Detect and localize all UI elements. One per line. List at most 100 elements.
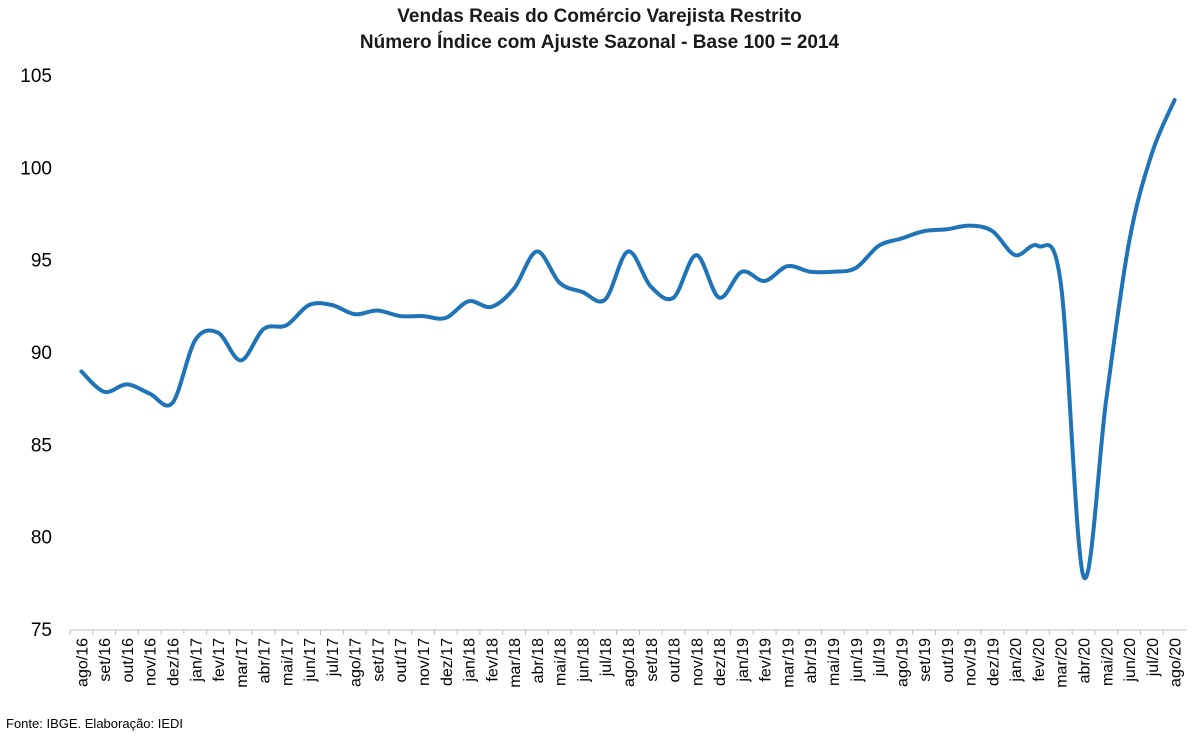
data-point	[649, 285, 653, 289]
x-tick-label: abr/18	[530, 638, 547, 683]
data-point	[785, 264, 789, 268]
y-tick-label: 75	[31, 620, 52, 641]
x-tick-label: fev/18	[484, 638, 501, 682]
data-point	[489, 305, 493, 309]
data-point	[1082, 574, 1086, 578]
x-tick-label: jan/19	[735, 638, 752, 683]
x-tick-label: mai/17	[279, 638, 296, 686]
x-tick-label: jul/19	[872, 638, 889, 677]
x-tick-label: nov/19	[963, 638, 980, 686]
x-tick-label: abr/17	[257, 638, 274, 683]
data-point	[1127, 240, 1131, 244]
y-tick-label: 105	[20, 66, 52, 87]
data-point	[148, 392, 152, 396]
data-point	[170, 401, 174, 405]
data-point	[717, 296, 721, 300]
data-point	[603, 297, 607, 301]
chart-subtitle: Número Índice com Ajuste Sazonal - Base …	[359, 32, 840, 53]
y-tick-label: 95	[31, 251, 52, 272]
x-tick-label: jul/18	[598, 638, 615, 677]
x-tick-label: set/19	[917, 638, 934, 682]
x-tick-label: dez/18	[712, 638, 729, 686]
x-tick-label: out/16	[120, 638, 137, 683]
x-tick-label: fev/17	[211, 638, 228, 682]
x-tick-label: ago/18	[621, 638, 638, 687]
data-point	[398, 314, 402, 318]
data-point	[535, 249, 539, 253]
y-axis-ticks: 75 80 85 90 95 100 105	[20, 66, 52, 641]
data-point	[79, 369, 83, 373]
data-point	[922, 229, 926, 233]
x-tick-label: jun/18	[575, 638, 592, 683]
x-tick-label: set/18	[644, 638, 661, 682]
data-point	[854, 266, 858, 270]
x-tick-label: nov/16	[143, 638, 160, 686]
x-tick-label: mar/20	[1054, 638, 1071, 688]
series-line	[79, 98, 1177, 581]
data-point	[353, 312, 357, 316]
x-tick-label: ago/19	[894, 638, 911, 687]
data-point	[467, 299, 471, 303]
data-point	[193, 338, 197, 342]
x-tick-label: jan/17	[188, 638, 205, 683]
x-tick-label: out/17	[393, 638, 410, 683]
data-point	[945, 227, 949, 231]
data-point	[444, 316, 448, 320]
chart-title-block: Vendas Reais do Comércio Varejista Restr…	[0, 4, 1199, 56]
x-tick-label: set/17	[370, 638, 387, 682]
data-point	[808, 270, 812, 274]
data-point	[375, 309, 379, 313]
source-note: Fonte: IBGE. Elaboração: IEDI	[6, 716, 184, 731]
x-tick-label: ago/16	[74, 638, 91, 687]
x-tick-label: jun/20	[1122, 638, 1139, 683]
data-point	[672, 296, 676, 300]
x-tick-label: ago/20	[1168, 638, 1185, 687]
data-point	[125, 382, 129, 386]
x-tick-label: jun/17	[302, 638, 319, 683]
data-point	[239, 358, 243, 362]
x-tick-label: mar/18	[507, 638, 524, 688]
data-point	[580, 290, 584, 294]
x-tick-label: ago/17	[348, 638, 365, 687]
data-point	[1036, 244, 1040, 248]
data-point	[899, 237, 903, 241]
x-tick-label: jul/17	[325, 638, 342, 677]
data-point	[307, 303, 311, 307]
x-tick-label: jun/19	[849, 638, 866, 683]
data-point	[421, 314, 425, 318]
x-tick-label: fev/19	[758, 638, 775, 682]
x-tick-label: jan/20	[1008, 638, 1025, 683]
data-point	[216, 331, 220, 335]
y-tick-label: 85	[31, 435, 52, 456]
y-tick-label: 90	[31, 343, 52, 364]
data-point	[284, 323, 288, 327]
data-point	[1059, 281, 1063, 285]
data-point	[1013, 253, 1017, 257]
data-point	[102, 390, 106, 394]
data-point	[330, 303, 334, 307]
data-point	[877, 244, 881, 248]
data-point	[763, 279, 767, 283]
data-point	[831, 270, 835, 274]
x-tick-label: jan/18	[462, 638, 479, 683]
x-tick-label: set/16	[97, 638, 114, 682]
data-point	[626, 249, 630, 253]
x-tick-label: mar/17	[234, 638, 251, 688]
x-tick-label: abr/20	[1077, 638, 1094, 683]
y-tick-label: 80	[31, 528, 52, 549]
data-point	[558, 281, 562, 285]
x-tick-label: nov/17	[416, 638, 433, 686]
x-axis-ticks: ago/16 set/16 out/16 nov/16 dez/16 jan/17 fev/…	[69, 630, 1185, 688]
x-tick-label: abr/19	[803, 638, 820, 683]
data-point	[1173, 98, 1177, 102]
x-tick-label: out/19	[940, 638, 957, 683]
x-tick-label: mai/19	[826, 638, 843, 686]
data-point	[740, 270, 744, 274]
data-point	[1104, 397, 1108, 401]
data-points	[79, 98, 1176, 578]
data-point	[694, 253, 698, 257]
data-point	[968, 224, 972, 228]
data-point	[512, 286, 516, 290]
x-tick-label: jul/20	[1145, 638, 1162, 677]
x-tick-label: dez/16	[165, 638, 182, 686]
